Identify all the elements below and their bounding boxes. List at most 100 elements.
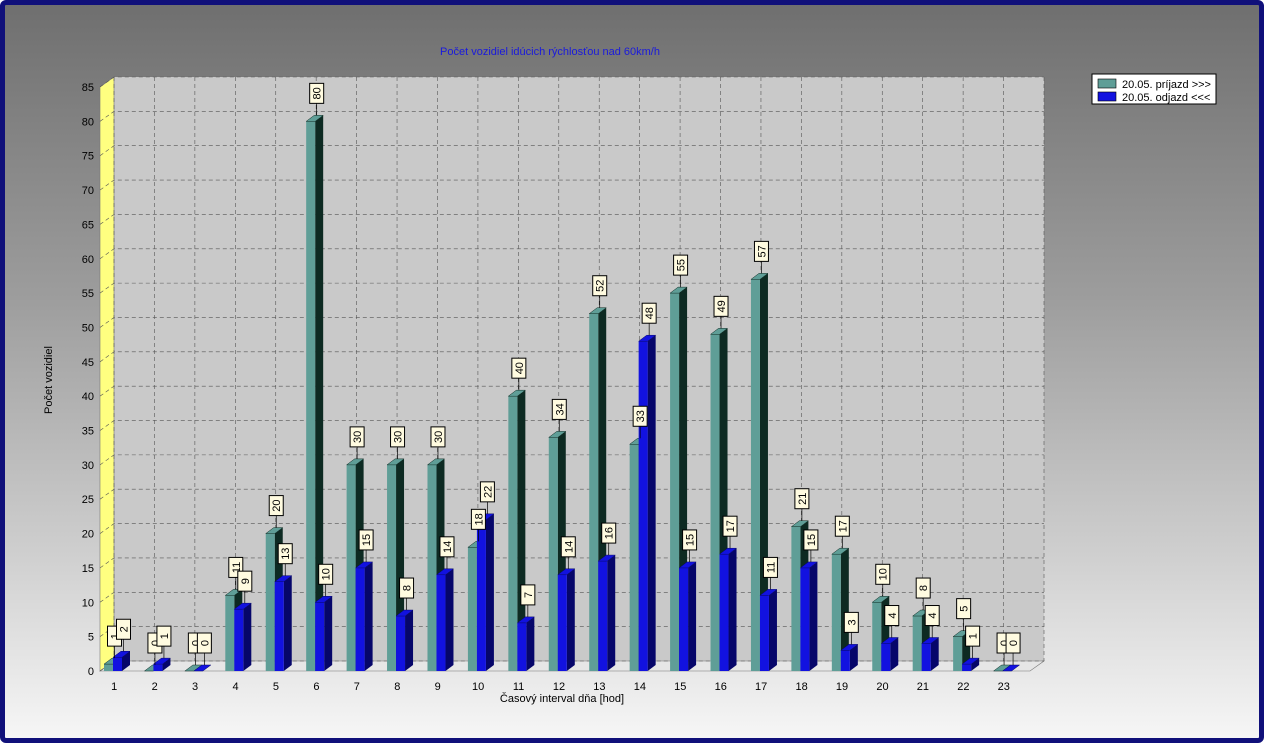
data-label-box xyxy=(843,611,859,633)
bar xyxy=(637,334,657,671)
bar-front xyxy=(791,526,801,671)
data-label: 30 xyxy=(393,431,405,443)
data-label: 0 xyxy=(199,640,211,646)
data-label-box xyxy=(237,570,253,592)
data-label: 49 xyxy=(716,300,728,312)
bar-side xyxy=(445,568,454,671)
grid-line-y xyxy=(99,488,1044,500)
data-label-box xyxy=(753,240,769,262)
bar-top xyxy=(345,458,365,466)
data-label: 21 xyxy=(797,493,809,505)
bar-side xyxy=(324,596,333,671)
bar-top xyxy=(152,657,172,665)
bar-top xyxy=(435,568,455,576)
bar-front xyxy=(476,519,486,671)
data-label: 15 xyxy=(806,534,818,546)
x-tick-label: 2 xyxy=(152,681,158,693)
bar-top xyxy=(386,458,405,466)
y-tick-label: 0 xyxy=(88,666,94,678)
y-tick-label: 25 xyxy=(82,494,94,506)
y-tick-label: 50 xyxy=(82,322,94,334)
data-label: 10 xyxy=(321,568,333,580)
data-label: 80 xyxy=(312,87,324,99)
bar-front xyxy=(589,313,599,671)
legend-entry: 20.05. príjazd >>> xyxy=(1122,79,1211,91)
bar-front xyxy=(831,554,841,671)
bar-top xyxy=(840,644,859,651)
x-tick-label: 16 xyxy=(715,681,727,693)
y-tick-label: 45 xyxy=(82,357,94,369)
bar xyxy=(961,657,980,671)
bar-front xyxy=(598,561,608,671)
bar-top xyxy=(314,596,333,603)
bar-front xyxy=(881,643,891,671)
bar xyxy=(718,547,738,671)
bar-side xyxy=(526,616,535,671)
bar-side xyxy=(930,637,939,671)
x-tick-label: 8 xyxy=(394,681,400,693)
data-label-box xyxy=(1005,632,1021,654)
bar xyxy=(314,596,333,671)
data-label: 1 xyxy=(159,633,171,639)
data-label-box xyxy=(632,405,648,427)
data-label-box xyxy=(309,82,325,104)
bar xyxy=(435,568,455,671)
x-tick-label: 21 xyxy=(917,681,929,693)
data-label: 11 xyxy=(765,562,777,573)
data-label-box xyxy=(358,529,374,551)
bar-top xyxy=(799,561,819,569)
bar-front xyxy=(759,595,769,671)
legend-swatch xyxy=(1097,78,1117,89)
bar-top xyxy=(597,554,616,562)
data-label: 13 xyxy=(280,548,292,560)
data-label-box xyxy=(318,563,334,585)
data-label: 4 xyxy=(927,612,939,618)
y-tick-label: 10 xyxy=(82,597,94,609)
bar xyxy=(597,554,616,671)
bar-top xyxy=(831,547,850,555)
y-tick-label: 85 xyxy=(82,82,94,94)
bar-front xyxy=(557,574,567,671)
bar-side xyxy=(364,561,373,671)
data-label: 11 xyxy=(231,562,243,573)
data-label: 14 xyxy=(563,541,575,553)
bar-front xyxy=(962,664,972,671)
data-label: 33 xyxy=(635,410,647,422)
bar-top xyxy=(637,334,657,342)
data-label-box xyxy=(560,536,576,558)
x-tick-label: 7 xyxy=(354,681,360,693)
bar-front xyxy=(387,464,397,671)
bar-front xyxy=(953,636,963,671)
bar xyxy=(1001,664,1021,672)
data-label: 7 xyxy=(523,592,535,598)
bar-side xyxy=(405,610,414,671)
x-tick-label: 17 xyxy=(755,681,767,693)
bar-top xyxy=(1001,664,1021,672)
x-tick-label: 11 xyxy=(513,681,524,693)
x-tick-label: 4 xyxy=(232,681,238,693)
data-label: 0 xyxy=(190,640,202,646)
bar-front xyxy=(629,444,639,671)
data-label: 18 xyxy=(473,513,485,525)
bar-side xyxy=(162,658,171,671)
bar xyxy=(840,644,859,671)
bar-side xyxy=(607,555,616,671)
bar-front xyxy=(113,657,122,671)
y-tick-label: 65 xyxy=(82,219,94,231)
bar-side xyxy=(809,561,818,671)
y-tick-label: 40 xyxy=(82,391,94,403)
bar-front xyxy=(306,121,316,671)
bar-front xyxy=(234,609,244,671)
data-label-box xyxy=(551,398,567,420)
data-label: 5 xyxy=(959,606,971,612)
bar xyxy=(395,609,414,671)
grid-line-y xyxy=(99,111,1044,122)
y-tick-label: 35 xyxy=(82,426,94,438)
bar xyxy=(476,513,495,671)
data-label-box xyxy=(390,426,406,448)
data-label-box xyxy=(875,563,891,585)
data-label-box xyxy=(601,522,617,544)
bar-front xyxy=(427,464,437,671)
data-label-box xyxy=(520,584,536,606)
bar-front xyxy=(872,602,882,671)
